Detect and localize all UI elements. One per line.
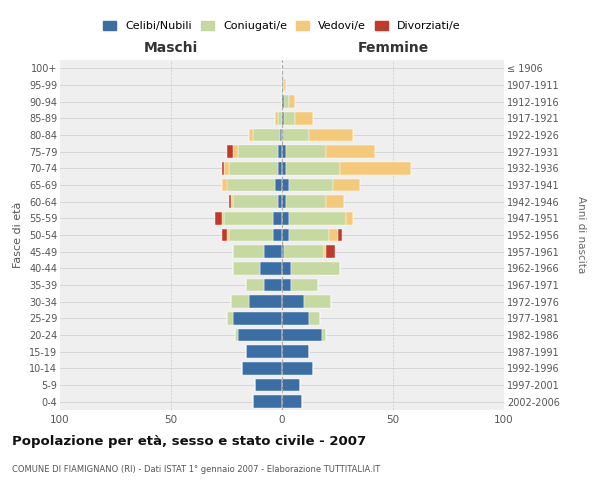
Y-axis label: Fasce di età: Fasce di età bbox=[13, 202, 23, 268]
Bar bbox=[282, 296, 304, 308]
Bar bbox=[282, 362, 313, 374]
Bar bbox=[247, 346, 282, 358]
Bar bbox=[282, 262, 291, 274]
Bar bbox=[224, 212, 273, 224]
Bar bbox=[282, 196, 286, 208]
Bar bbox=[227, 312, 233, 324]
Y-axis label: Anni di nascita: Anni di nascita bbox=[577, 196, 586, 274]
Bar bbox=[273, 229, 282, 241]
Bar bbox=[340, 162, 411, 174]
Bar bbox=[275, 179, 282, 192]
Text: Popolazione per età, sesso e stato civile - 2007: Popolazione per età, sesso e stato civil… bbox=[12, 435, 366, 448]
Bar bbox=[229, 229, 273, 241]
Bar bbox=[227, 229, 229, 241]
Bar bbox=[282, 312, 308, 324]
Bar bbox=[282, 112, 284, 124]
Bar bbox=[247, 279, 264, 291]
Bar bbox=[278, 146, 282, 158]
Bar bbox=[238, 329, 282, 341]
Bar bbox=[289, 96, 295, 108]
Bar bbox=[308, 312, 320, 324]
Bar bbox=[282, 379, 300, 391]
Bar bbox=[282, 212, 289, 224]
Bar bbox=[326, 146, 375, 158]
Bar bbox=[278, 112, 282, 124]
Bar bbox=[282, 129, 308, 141]
Bar bbox=[329, 229, 337, 241]
Bar bbox=[286, 162, 340, 174]
Bar bbox=[282, 346, 308, 358]
Bar bbox=[256, 379, 282, 391]
Bar bbox=[264, 246, 282, 258]
Bar bbox=[280, 129, 282, 141]
Bar bbox=[326, 246, 335, 258]
Text: Maschi: Maschi bbox=[144, 41, 198, 55]
Bar bbox=[284, 79, 286, 92]
Bar bbox=[222, 229, 227, 241]
Bar bbox=[282, 229, 289, 241]
Bar bbox=[337, 229, 342, 241]
Bar bbox=[275, 112, 278, 124]
Bar bbox=[233, 312, 282, 324]
Bar bbox=[249, 129, 253, 141]
Bar bbox=[227, 146, 233, 158]
Bar bbox=[333, 179, 360, 192]
Bar bbox=[229, 196, 231, 208]
Bar bbox=[222, 212, 224, 224]
Bar bbox=[286, 146, 326, 158]
Bar bbox=[238, 146, 278, 158]
Bar bbox=[291, 279, 317, 291]
Bar bbox=[231, 196, 233, 208]
Bar bbox=[282, 246, 284, 258]
Bar bbox=[235, 329, 238, 341]
Text: COMUNE DI FIAMIGNANO (RI) - Dati ISTAT 1° gennaio 2007 - Elaborazione TUTTITALIA: COMUNE DI FIAMIGNANO (RI) - Dati ISTAT 1… bbox=[12, 465, 380, 474]
Bar bbox=[233, 262, 260, 274]
Bar bbox=[233, 246, 264, 258]
Bar bbox=[346, 212, 353, 224]
Bar bbox=[260, 262, 282, 274]
Bar bbox=[224, 162, 229, 174]
Bar bbox=[284, 112, 295, 124]
Bar bbox=[253, 396, 282, 408]
Bar bbox=[253, 129, 280, 141]
Bar bbox=[215, 212, 222, 224]
Bar bbox=[229, 162, 278, 174]
Bar bbox=[324, 246, 326, 258]
Bar bbox=[273, 212, 282, 224]
Bar bbox=[282, 396, 302, 408]
Bar bbox=[295, 112, 313, 124]
Bar bbox=[222, 179, 227, 192]
Bar bbox=[304, 296, 331, 308]
Bar bbox=[249, 296, 282, 308]
Bar bbox=[233, 196, 278, 208]
Bar bbox=[289, 212, 346, 224]
Bar bbox=[282, 162, 286, 174]
Bar bbox=[231, 296, 249, 308]
Bar bbox=[264, 279, 282, 291]
Bar bbox=[282, 146, 286, 158]
Bar bbox=[282, 96, 284, 108]
Bar bbox=[282, 79, 284, 92]
Text: Femmine: Femmine bbox=[358, 41, 428, 55]
Bar bbox=[322, 329, 326, 341]
Bar bbox=[227, 179, 275, 192]
Bar bbox=[289, 179, 333, 192]
Bar bbox=[278, 196, 282, 208]
Bar bbox=[286, 196, 326, 208]
Bar bbox=[291, 262, 340, 274]
Bar bbox=[278, 162, 282, 174]
Bar bbox=[282, 279, 291, 291]
Bar bbox=[233, 146, 238, 158]
Bar bbox=[289, 229, 329, 241]
Bar bbox=[284, 246, 324, 258]
Bar bbox=[284, 96, 289, 108]
Bar bbox=[282, 179, 289, 192]
Bar bbox=[326, 196, 344, 208]
Bar bbox=[242, 362, 282, 374]
Bar bbox=[308, 129, 353, 141]
Bar bbox=[222, 162, 224, 174]
Bar bbox=[282, 329, 322, 341]
Legend: Celibi/Nubili, Coniugati/e, Vedovi/e, Divorziati/e: Celibi/Nubili, Coniugati/e, Vedovi/e, Di… bbox=[99, 16, 465, 36]
